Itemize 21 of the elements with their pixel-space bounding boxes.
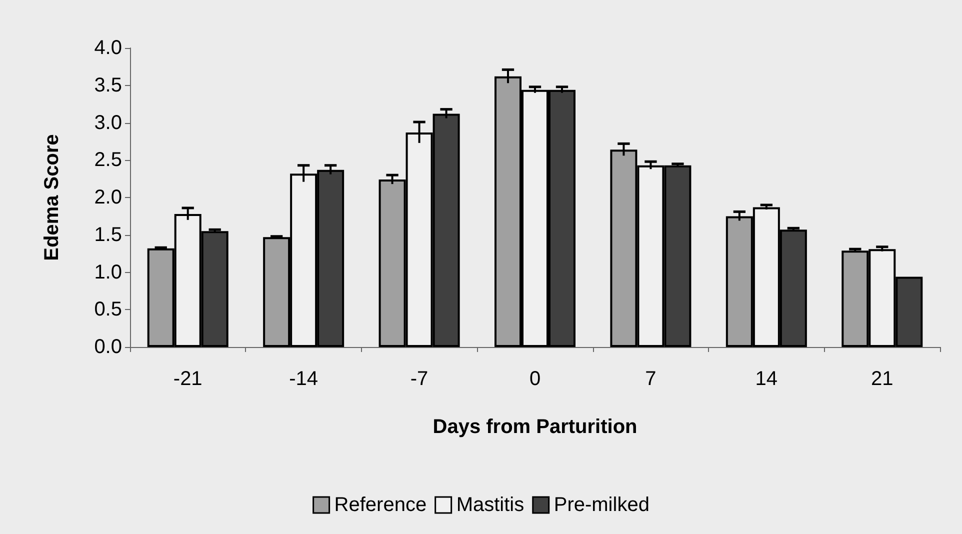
x-tick-label: -14: [289, 368, 318, 390]
x-tick-label: -21: [173, 368, 202, 390]
y-axis-title: Edema Score: [41, 134, 63, 261]
y-tick-label: 2.0: [94, 186, 122, 208]
y-tick-label: 3.0: [94, 112, 122, 134]
x-tick-label: 14: [755, 368, 778, 390]
y-tick-label: 3.5: [94, 74, 122, 96]
y-tick-label: 2.5: [94, 149, 122, 172]
y-tick-label: 4.0: [94, 37, 122, 59]
y-tick-label: 0.0: [94, 336, 122, 358]
y-tick-label: 1.0: [94, 261, 122, 284]
legend-label: Reference: [334, 494, 427, 516]
y-tick-label: 1.5: [94, 224, 122, 246]
legend-label: Pre-milked: [554, 494, 650, 516]
x-tick-label: -7: [410, 368, 428, 390]
y-tick-label: 0.5: [94, 298, 122, 321]
x-tick-label: 0: [529, 368, 541, 390]
x-axis-title: Days from Parturition: [432, 416, 638, 438]
x-tick-label: 21: [871, 368, 894, 390]
legend-label: Mastitis: [456, 494, 524, 516]
x-tick-label: 7: [645, 368, 656, 390]
